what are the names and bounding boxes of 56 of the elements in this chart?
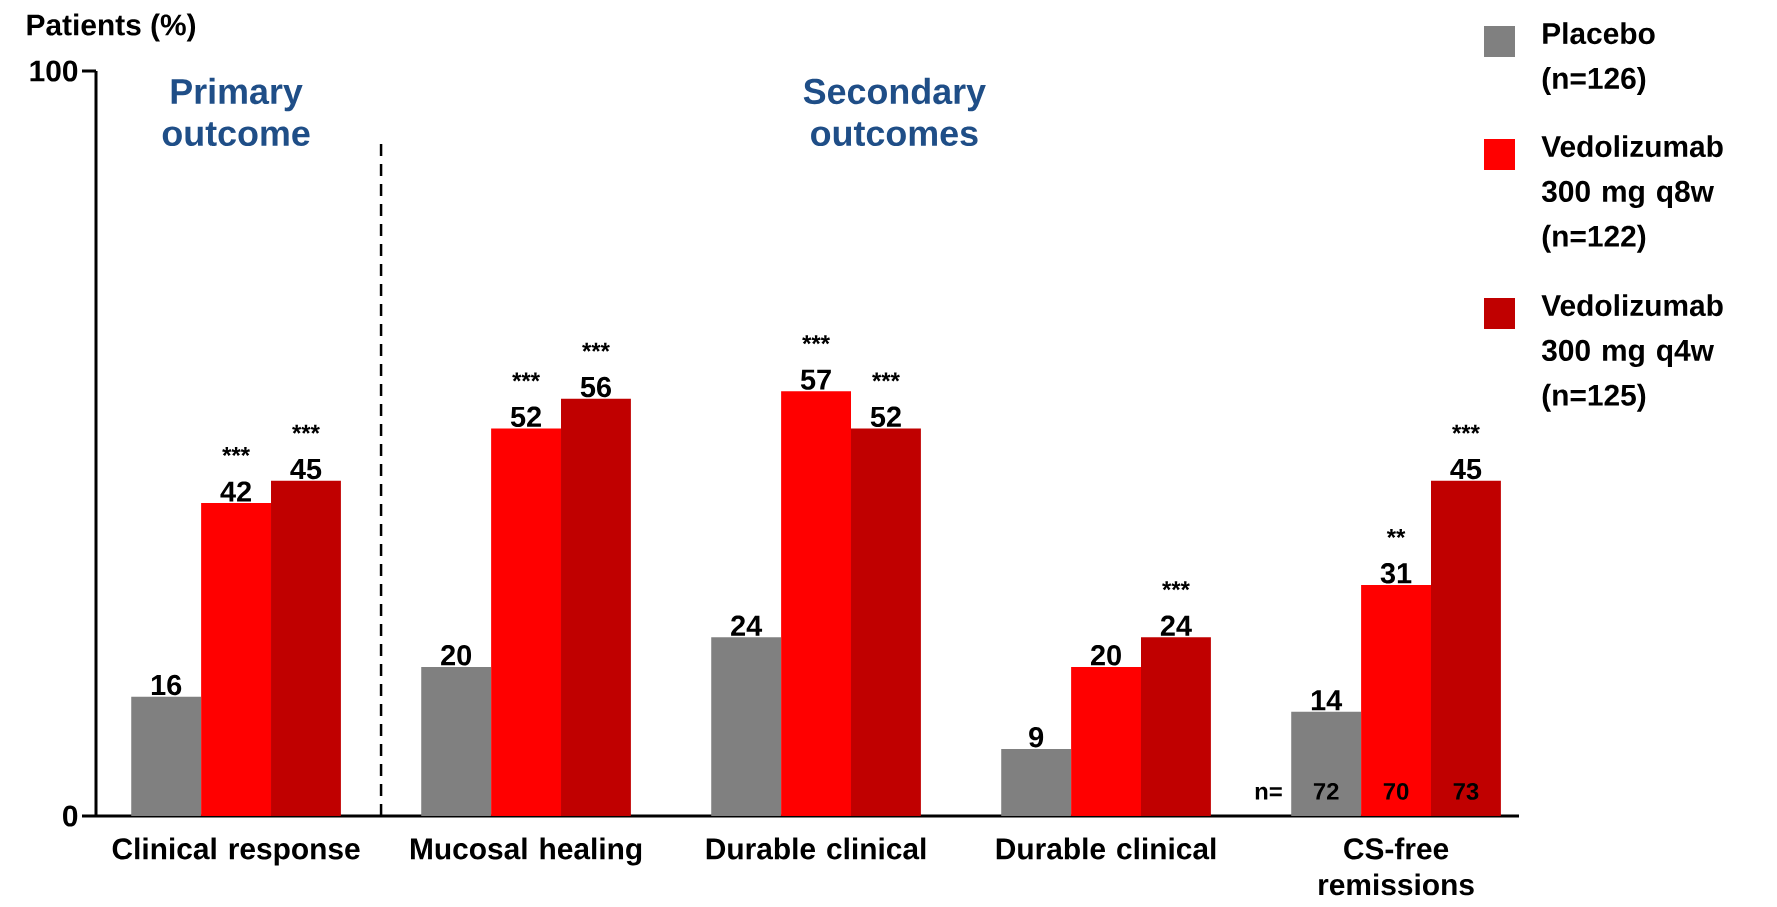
- bar: [1071, 667, 1141, 816]
- data-label: 45: [290, 459, 322, 480]
- bar: [201, 503, 272, 816]
- annotation: ***: [1452, 424, 1480, 434]
- annotation: **: [1386, 529, 1406, 538]
- bar: [1141, 637, 1211, 816]
- data-label: 57: [800, 369, 831, 390]
- data-label: 24: [731, 615, 763, 636]
- bar: [271, 480, 341, 816]
- annotation: ***: [872, 372, 900, 382]
- data-label: 52: [870, 406, 901, 428]
- annotation: ***: [222, 447, 250, 457]
- annotation: n=: [1255, 786, 1282, 800]
- annotation: 73: [1453, 782, 1479, 800]
- data-label: 45: [1450, 459, 1482, 480]
- legend-label: Placebo (n=126): [1542, 22, 1655, 95]
- bar: [131, 696, 202, 816]
- bar: [1291, 711, 1362, 816]
- y-tick-label: 0: [63, 805, 78, 827]
- annotation: ***: [582, 342, 610, 352]
- annotation: 70: [1383, 782, 1409, 800]
- annotation: ***: [1162, 581, 1190, 591]
- x-tick-label: CS-free remissions: [1319, 837, 1474, 896]
- annotation: ***: [292, 424, 320, 434]
- data-label: 9: [1029, 726, 1044, 748]
- y-tick-label: 100: [30, 60, 78, 82]
- data-label: 24: [1160, 615, 1192, 636]
- data-label: 52: [510, 406, 541, 428]
- bar: [711, 637, 782, 816]
- bar: [421, 667, 492, 816]
- annotation: ***: [802, 335, 830, 345]
- data-label: 31: [1380, 563, 1412, 584]
- data-label: 56: [580, 376, 611, 398]
- data-label: 20: [1090, 645, 1121, 666]
- x-tick-label: Durable clinical: [996, 837, 1216, 860]
- bar: [491, 428, 562, 816]
- x-tick-label: Durable clinical: [706, 837, 926, 860]
- data-label: 14: [1311, 690, 1343, 711]
- bar: [1431, 480, 1501, 816]
- bar: [1001, 748, 1072, 816]
- data-label: 42: [220, 481, 251, 502]
- data-label: 16: [151, 674, 182, 696]
- bar: [851, 428, 921, 816]
- data-label: 20: [441, 645, 472, 666]
- bar: [1361, 585, 1431, 816]
- x-tick-label: Mucosal healing: [410, 837, 642, 866]
- bar: [561, 398, 631, 816]
- annotation: Secondary outcomes: [803, 77, 986, 147]
- annotation: Primary outcome: [162, 77, 310, 147]
- y-axis-title: Patients (%): [27, 13, 196, 42]
- x-tick-label: Clinical response: [112, 837, 360, 866]
- bar: [781, 391, 852, 816]
- annotation: 72: [1313, 782, 1339, 800]
- legend-label: Vedolizumab 300 mg q8w (n=122): [1541, 135, 1723, 253]
- annotation: ***: [512, 372, 540, 382]
- legend-label: Vedolizumab 300 mg q4w (n=125): [1541, 294, 1723, 412]
